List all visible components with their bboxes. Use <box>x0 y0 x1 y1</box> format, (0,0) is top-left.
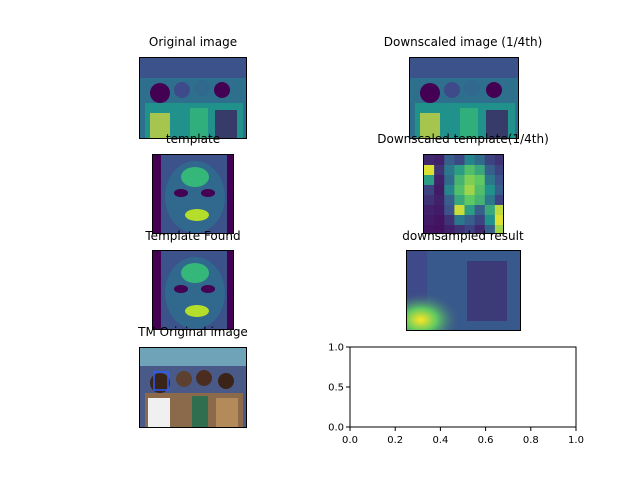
axes-frame <box>349 346 577 428</box>
template-cell <box>484 175 496 186</box>
template-cell <box>424 155 435 166</box>
template-cell <box>464 225 476 233</box>
tm-original-title: TM Original image <box>138 325 248 339</box>
template-found-title: Template Found <box>145 229 241 243</box>
template-cell <box>424 165 435 176</box>
x-tick-label: 0.8 <box>523 435 539 446</box>
template-cell <box>484 215 496 226</box>
template-cell <box>454 175 465 186</box>
original-image <box>140 58 246 138</box>
downscaled-image <box>410 58 518 138</box>
template-cell <box>454 205 465 216</box>
template-cell <box>444 225 455 233</box>
template-cell <box>444 215 455 226</box>
template-cell <box>484 205 496 216</box>
original-image-title: Original image <box>148 35 238 49</box>
tm-original-panel <box>139 347 247 428</box>
template-cell <box>424 175 435 186</box>
template-panel <box>152 154 234 234</box>
template-cell <box>494 225 503 233</box>
template-cell <box>424 195 435 206</box>
template-cell <box>464 205 476 216</box>
template-cell <box>434 225 445 233</box>
template-cell <box>454 215 465 226</box>
downsampled-result-title: downsampled result <box>402 229 524 243</box>
template-cell <box>434 195 445 206</box>
y-tick-label: 0.0 <box>328 423 344 434</box>
downscaled-image-title: Downscaled image (1/4th) <box>383 35 543 49</box>
template-cell <box>464 215 476 226</box>
x-tick-label: 0.4 <box>432 435 448 446</box>
template-cell <box>434 155 445 166</box>
downscaled-template-panel <box>423 154 504 234</box>
template-cell <box>494 195 503 206</box>
template-cell <box>424 215 435 226</box>
template-cell <box>494 175 503 186</box>
downsampled-result-image <box>407 251 520 330</box>
template-cell <box>434 215 445 226</box>
template-cell <box>494 185 503 196</box>
template-cell <box>494 205 503 216</box>
y-tick-label: 0.5 <box>328 383 344 394</box>
template-cell <box>434 205 445 216</box>
y-tick-label: 1.0 <box>328 343 344 354</box>
template-cell <box>454 165 465 176</box>
template-cell <box>484 195 496 206</box>
original-image-panel <box>139 57 247 139</box>
template-cell <box>434 175 445 186</box>
template-cell <box>464 175 476 186</box>
template-image <box>153 155 233 233</box>
template-cell <box>424 185 435 196</box>
template-cell <box>424 205 435 216</box>
tm-original-image <box>140 348 246 427</box>
template-cell <box>464 185 476 196</box>
template-found-panel <box>152 250 234 330</box>
template-cell <box>484 225 496 233</box>
template-cell <box>454 225 465 233</box>
template-cell <box>454 195 465 206</box>
template-cell <box>444 195 455 206</box>
template-cell <box>494 215 503 226</box>
x-tick-label: 0.2 <box>387 435 403 446</box>
template-cell <box>474 185 486 196</box>
template-cell <box>494 165 503 176</box>
template-cell <box>464 155 476 166</box>
template-cell <box>464 195 476 206</box>
template-cell <box>474 175 486 186</box>
template-cell <box>474 155 486 166</box>
downscaled-image-panel <box>409 57 519 139</box>
template-cell <box>474 165 486 176</box>
template-cell <box>444 205 455 216</box>
template-cell <box>444 165 455 176</box>
template-cell <box>444 185 455 196</box>
template-cell <box>444 175 455 186</box>
template-cell <box>474 225 486 233</box>
template-cell <box>434 165 445 176</box>
template-cell <box>474 195 486 206</box>
downscaled-template-title: Downscaled template(1/4th) <box>377 132 549 146</box>
template-cell <box>474 215 486 226</box>
template-cell <box>444 155 455 166</box>
template-cell <box>464 165 476 176</box>
x-tick-label: 1.0 <box>568 435 584 446</box>
template-cell <box>454 185 465 196</box>
template-cell <box>474 205 486 216</box>
template-cell <box>484 155 496 166</box>
downscaled-template-image <box>424 155 503 233</box>
template-title: template <box>165 132 221 146</box>
downsampled-result-panel <box>406 250 521 331</box>
template-found-image <box>153 251 233 329</box>
template-cell <box>454 155 465 166</box>
template-cell <box>494 155 503 166</box>
x-tick-label: 0.0 <box>342 435 358 446</box>
template-cell <box>484 165 496 176</box>
template-cell <box>434 185 445 196</box>
template-cell <box>484 185 496 196</box>
x-tick-label: 0.6 <box>478 435 494 446</box>
template-cell <box>424 225 435 233</box>
